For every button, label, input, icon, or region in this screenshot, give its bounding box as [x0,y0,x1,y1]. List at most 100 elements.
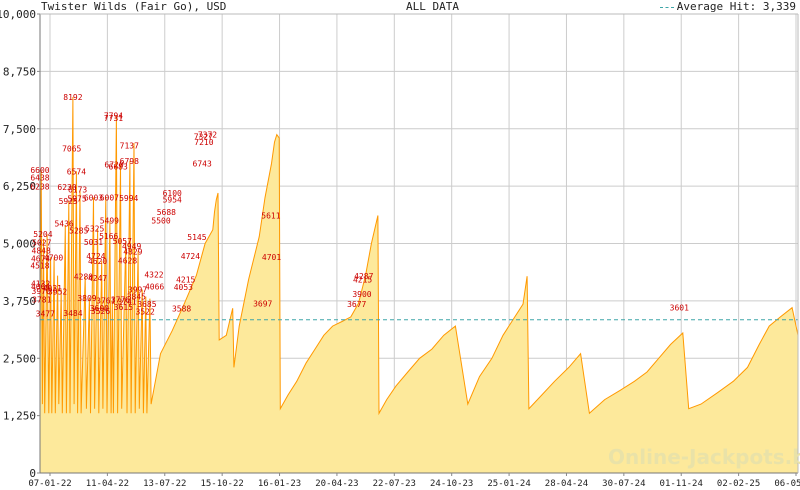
data-label: 4064 [31,282,50,291]
area-fill [40,97,798,473]
x-tick-label: 22-07-23 [373,479,416,489]
x-tick-label: 13-07-22 [143,479,186,489]
data-label: 5285 [69,226,88,235]
x-axis-ticks: 07-01-22 11-04-22 13-07-22 15-10-22 16-01-23… [28,473,800,489]
y-tick-label: 3,750 [3,295,36,308]
data-label: 4829 [123,247,142,256]
data-label: 4724 [86,252,105,261]
data-label: 3526 [91,307,110,316]
data-label: 4620 [88,257,107,266]
data-label: 4287 [354,272,373,281]
data-label: 3952 [48,288,67,297]
legend-average-label: Average Hit: 3,339 [676,0,796,13]
data-label: 7372 [198,131,217,140]
data-label: 6003 [84,193,103,202]
y-tick-label: 1,250 [3,410,36,423]
data-label: 5994 [119,194,138,203]
data-label: 3900 [352,290,371,299]
data-label: 4322 [144,271,163,280]
data-label: 3477 [36,309,55,318]
data-label: 3845 [127,293,146,302]
y-tick: 5,000 [3,238,40,251]
data-label: 7327 [194,133,213,142]
x-tick-label: 11-04-22 [86,479,129,489]
data-label: 4066 [145,282,164,291]
data-label: 6100 [163,189,182,198]
data-label: 4053 [174,283,193,292]
data-label: 3484 [63,309,82,318]
data-label: 6173 [68,186,87,195]
data-label: 6683 [109,162,128,171]
legend-average-line-icon [659,6,674,8]
legend-average: Average Hit: 3,339 [659,0,796,14]
data-label: 3997 [128,286,147,295]
y-tick: 3,750 [3,295,40,308]
data-label: 4280 [74,273,93,282]
x-tick: 25-01-24 [487,473,531,489]
data-label: 3761 [96,296,115,305]
data-label: 5688 [157,208,176,217]
data-label: 4031 [43,284,62,293]
data-label: 5975 [67,195,86,204]
data-label: 4724 [181,252,200,261]
x-tick: 22-07-23 [373,473,416,489]
x-tick-label: 07-01-22 [28,479,71,489]
data-label: 5325 [85,225,104,234]
x-tick-label: 25-01-24 [487,479,530,489]
data-label: 4518 [30,262,49,271]
x-tick-label: 15-10-22 [200,479,243,489]
data-label: 3677 [347,300,366,309]
data-label: 3685 [137,300,156,309]
data-label: 4215 [176,276,195,285]
data-label: 6238 [30,183,49,192]
y-tick-label: 6,250 [3,180,36,193]
y-tick-label: 5,000 [3,238,36,251]
data-label: 7210 [194,138,213,147]
data-label: 4674 [31,254,50,263]
y-tick-label: 0 [29,467,36,480]
y-tick: 8,750 [3,65,40,78]
data-label: 3781 [32,295,51,304]
data-label: 4700 [44,253,63,262]
x-tick: 13-07-22 [143,473,186,489]
x-tick: 06-05-25 [774,473,800,489]
watermark: Online-Jackpots.biz [608,445,800,469]
data-label: 5031 [84,238,103,247]
data-label: 3970 [32,287,51,296]
area-series [39,96,799,473]
data-label: 7137 [120,141,139,150]
x-tick: 28-04-24 [545,473,588,489]
data-label: 4132 [31,279,50,288]
data-label: 3522 [136,307,155,316]
y-tick-label: 8,750 [3,65,36,78]
data-label: 5027 [32,238,51,247]
x-tick: 20-04-23 [315,473,359,489]
data-label: 6600 [30,166,49,175]
data-label: 3601 [670,304,689,313]
x-tick-label: 02-02-25 [717,479,760,489]
data-label: 6007 [100,193,119,202]
data-label: 7065 [62,145,81,154]
data-label: 5204 [33,230,52,239]
data-label: 5925 [59,197,78,206]
data-label: 5057 [113,237,132,246]
data-label: 5166 [99,232,118,241]
data-label: 7731 [104,114,123,123]
y-axis-ticks: 0 1,250 2,500 3,750 5,000 6,250 7,500 8,750 10,0… [0,8,40,480]
x-tick: 01-11-24 [660,473,703,489]
y-tick-label: 2,500 [3,352,36,365]
data-label: 4628 [118,257,137,266]
data-label: 4701 [262,253,281,262]
x-tick: 24-10-23 [430,473,473,489]
x-tick: 07-01-22 [28,473,72,489]
data-label: 5500 [151,217,170,226]
y-tick: 7,500 [3,123,40,136]
y-tick: 1,250 [3,410,40,423]
data-label: 6743 [193,159,212,168]
x-tick-label: 16-01-23 [258,479,301,489]
data-label: 3615 [114,303,133,312]
x-tick-label: 30-07-24 [602,479,645,489]
